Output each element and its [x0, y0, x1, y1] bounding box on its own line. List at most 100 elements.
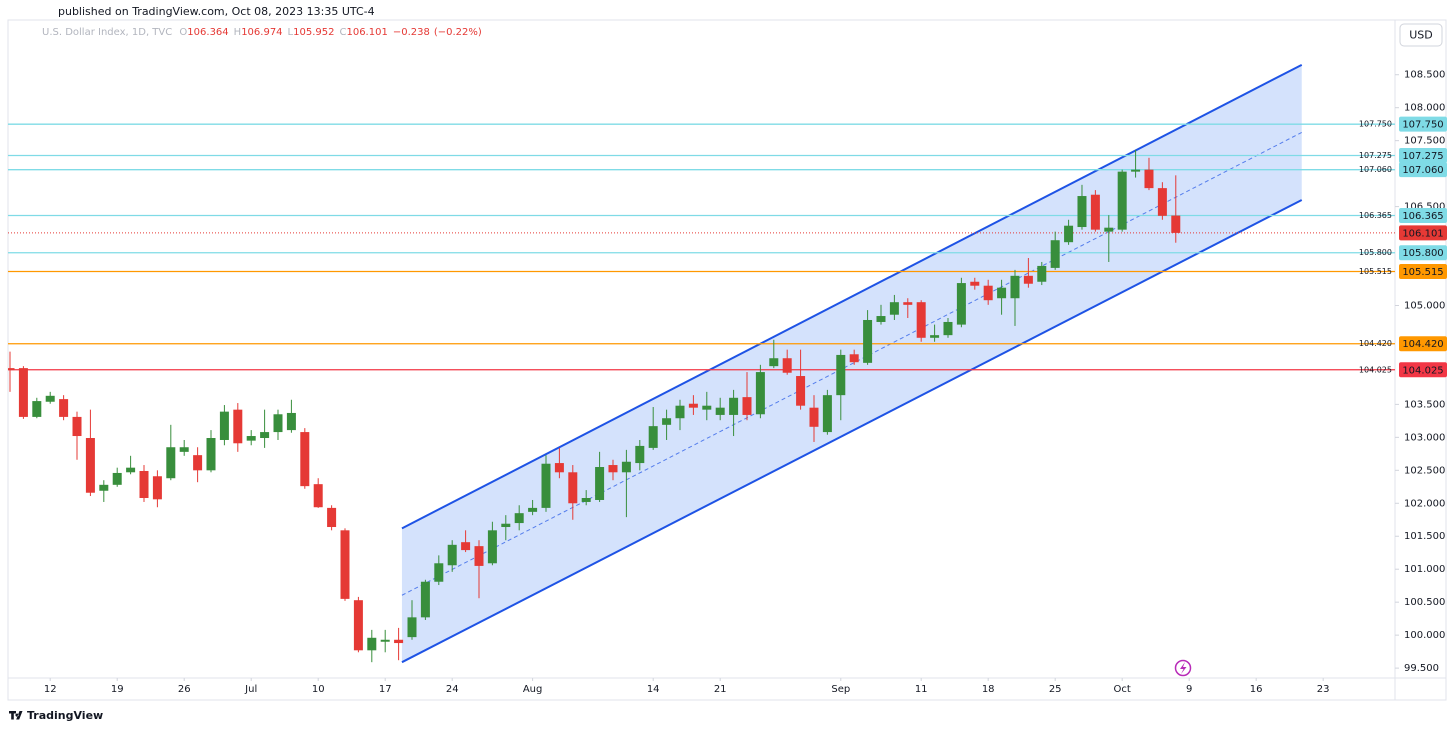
candle-body	[930, 335, 940, 338]
candle-body	[219, 411, 229, 440]
candle-body	[206, 438, 216, 471]
candle-body	[434, 563, 444, 582]
candle-body	[675, 405, 685, 419]
candle-body	[367, 637, 377, 651]
candle-body	[353, 600, 363, 651]
level-badge	[1399, 362, 1447, 378]
candle-body	[782, 358, 792, 373]
candle-body	[970, 281, 980, 286]
candle-body	[313, 484, 323, 508]
x-tick-label: 18	[982, 684, 995, 695]
level-badge-label: 104.025	[1402, 365, 1443, 376]
candle-body	[541, 463, 551, 508]
candle-body	[742, 397, 752, 415]
candle-body	[702, 405, 712, 410]
candle-body	[1157, 188, 1167, 216]
candle-body	[487, 530, 497, 564]
level-badge	[1399, 264, 1447, 280]
x-tick-label: Oct	[1114, 684, 1131, 695]
x-tick-label: 14	[647, 684, 660, 695]
candle-body	[18, 368, 28, 417]
level-line-label: 104.420	[1359, 339, 1392, 348]
ohlc-key: C	[339, 27, 347, 38]
channel-median	[401, 131, 1302, 596]
x-tick-label: Sep	[831, 684, 850, 695]
ohlc-value: 106.101	[346, 27, 388, 38]
x-tick-label: 19	[111, 684, 124, 695]
candle-body	[152, 476, 162, 500]
x-tick-label: 11	[915, 684, 928, 695]
candle-body	[514, 513, 524, 524]
level-badge-label: 107.060	[1402, 165, 1443, 176]
candle-body	[809, 407, 819, 427]
candle-body	[943, 321, 953, 336]
x-tick-label: 24	[446, 684, 459, 695]
candle-body	[983, 285, 993, 301]
candle-body	[327, 507, 337, 528]
y-tick-label: 103.000	[1404, 432, 1445, 443]
y-tick-label: 103.500	[1404, 399, 1445, 410]
level-badge-label: 107.275	[1402, 151, 1443, 162]
candle-body	[796, 376, 806, 406]
x-tick-label: Aug	[523, 684, 543, 695]
candle-body	[59, 399, 69, 417]
candle-body	[193, 455, 203, 471]
candle-body	[822, 395, 832, 433]
candle-body	[32, 401, 42, 417]
change-percent: (−0.22%)	[433, 27, 482, 38]
candle-body	[260, 432, 270, 439]
x-tick-label: 17	[379, 684, 392, 695]
candle-body	[554, 463, 564, 473]
y-tick-label: 99.500	[1404, 663, 1439, 674]
candle-body	[273, 414, 283, 433]
ohlc-key: O	[179, 27, 188, 38]
candle-body	[836, 354, 846, 396]
ohlc-value: 106.364	[187, 27, 229, 38]
y-tick-label: 101.500	[1404, 531, 1445, 542]
candle-body	[420, 581, 430, 618]
candle-body	[648, 426, 658, 448]
candle-body	[501, 523, 511, 528]
candle-body	[528, 507, 538, 512]
candle-body	[1131, 169, 1141, 172]
level-line-label: 107.275	[1359, 151, 1392, 160]
candle-body	[99, 484, 109, 491]
level-line-label: 107.750	[1359, 120, 1392, 129]
candle-body	[769, 358, 779, 367]
candle-body	[1104, 227, 1114, 232]
y-tick-label: 107.500	[1404, 136, 1445, 147]
candle-body	[300, 432, 310, 487]
level-line-label: 105.800	[1359, 248, 1392, 257]
lightning-icon[interactable]	[1174, 659, 1192, 677]
candle-body	[1144, 169, 1154, 189]
y-tick-label: 100.000	[1404, 630, 1445, 641]
candle-body	[179, 447, 189, 452]
level-badge-label: 106.365	[1402, 211, 1443, 222]
brand-name: TradingView	[27, 709, 103, 722]
candle-body	[608, 465, 618, 473]
x-tick-label: 21	[714, 684, 727, 695]
level-badge	[1399, 336, 1447, 352]
candle-body	[688, 403, 698, 408]
candle-body	[85, 438, 95, 493]
legend-row: U.S. Dollar Index, 1D, TVC O106.364 H106.…	[42, 27, 482, 38]
candle-body	[474, 546, 484, 566]
candle-body	[380, 639, 390, 642]
candle-body	[1037, 265, 1047, 282]
y-tick-label: 101.000	[1404, 564, 1445, 575]
currency-button[interactable]	[1399, 23, 1443, 47]
candle-body	[139, 470, 149, 499]
x-tick-label: 9	[1186, 684, 1192, 695]
candle-body	[729, 397, 739, 415]
last-price-label: 106.101	[1402, 228, 1443, 239]
candle-body	[112, 472, 122, 485]
ohlc-value: 106.974	[241, 27, 283, 38]
ohlc-key: L	[287, 27, 294, 38]
candle-body	[1050, 240, 1060, 268]
currency-label: USD	[1409, 29, 1433, 42]
candle-body	[286, 412, 296, 431]
candle-body	[595, 467, 605, 500]
candle-body	[72, 416, 82, 437]
level-line-label: 107.060	[1359, 165, 1392, 174]
